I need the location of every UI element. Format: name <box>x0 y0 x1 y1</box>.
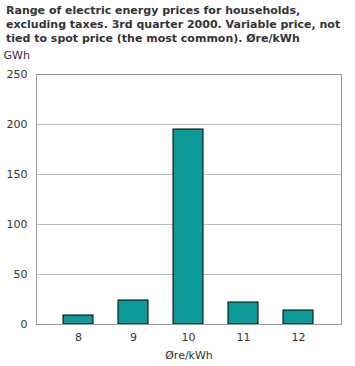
svg-text:0: 0 <box>21 318 28 331</box>
svg-text:100: 100 <box>7 218 28 231</box>
svg-text:250: 250 <box>7 68 28 81</box>
svg-text:Øre/kWh: Øre/kWh <box>165 349 213 362</box>
svg-text:9: 9 <box>130 331 137 344</box>
svg-text:150: 150 <box>7 168 28 181</box>
svg-text:GWh: GWh <box>4 49 30 62</box>
svg-text:50: 50 <box>14 268 28 281</box>
html-text:Range of electric energy price: Range of electric energy prices for hous… <box>6 4 341 45</box>
svg-text:200: 200 <box>7 118 28 131</box>
svg-text:8: 8 <box>75 331 82 344</box>
svg-text:12: 12 <box>292 331 306 344</box>
svg-text:11: 11 <box>237 331 251 344</box>
svg-text:10: 10 <box>182 331 196 344</box>
